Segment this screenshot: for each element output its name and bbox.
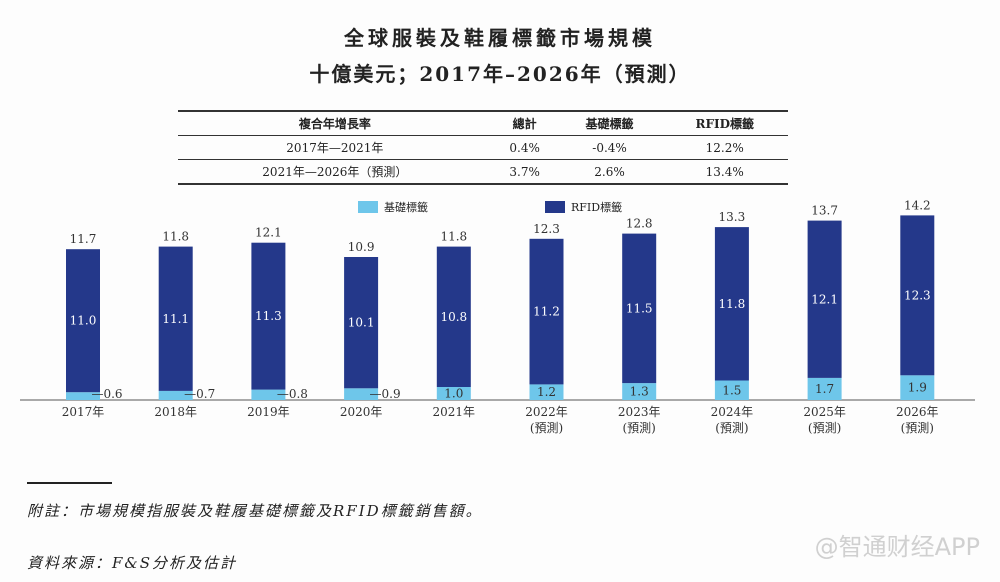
x-tick-sublabel: (預測) bbox=[530, 421, 563, 435]
rfid-value-label: 11.2 bbox=[533, 305, 560, 319]
bar-rfid bbox=[622, 233, 657, 384]
table-cell: -0.4% bbox=[592, 140, 627, 155]
table-cell: 2017年—2021年 bbox=[286, 141, 384, 155]
rfid-value-label: 12.1 bbox=[811, 292, 838, 306]
x-tick-label: 2023年 bbox=[618, 405, 661, 419]
rfid-value-label: 11.5 bbox=[626, 301, 653, 315]
bar-rfid bbox=[436, 246, 471, 387]
bar-basic bbox=[158, 390, 193, 400]
rfid-value-label: 11.0 bbox=[70, 314, 97, 328]
total-label: 12.3 bbox=[533, 222, 560, 236]
basic-value-label: 1.7 bbox=[815, 382, 834, 396]
chart-title: 全球服裝及鞋履標籤市場規模 bbox=[344, 26, 656, 50]
x-tick-label: 2025年 bbox=[803, 405, 846, 419]
x-tick-label: 2019年 bbox=[247, 405, 290, 419]
x-tick-sublabel: (預測) bbox=[901, 421, 934, 435]
footnote-divider bbox=[27, 482, 112, 484]
basic-value-label: —0.9 bbox=[370, 387, 401, 401]
table-header: RFID標籤 bbox=[695, 117, 754, 131]
table-header: 複合年增長率 bbox=[298, 117, 371, 131]
bar-rfid bbox=[807, 220, 842, 378]
cagr-table: 複合年增長率 總計 基礎標籤 RFID標籤 2017年—2021年 0.4% -… bbox=[178, 110, 788, 185]
rfid-value-label: 11.1 bbox=[162, 312, 189, 326]
x-tick-label: 2022年 bbox=[525, 405, 568, 419]
legend-swatch bbox=[545, 201, 565, 213]
total-label: 14.2 bbox=[904, 198, 931, 212]
total-label: 11.8 bbox=[162, 230, 189, 244]
basic-value-label: 1.3 bbox=[630, 385, 649, 399]
basic-value-label: —0.6 bbox=[91, 387, 122, 401]
rfid-value-label: 11.3 bbox=[255, 309, 282, 323]
table-header-row: 複合年增長率 總計 基礎標籤 RFID標籤 bbox=[178, 111, 788, 136]
bar-basic bbox=[344, 388, 379, 400]
bar-basic bbox=[622, 383, 657, 400]
bar-basic bbox=[436, 387, 471, 400]
table-header: 總計 bbox=[512, 117, 537, 131]
table-cell: 0.4% bbox=[509, 140, 540, 155]
table-cell: 2.6% bbox=[594, 164, 625, 179]
chart-subtitle: 十億美元；2017年–2026年（預測） bbox=[309, 62, 691, 86]
total-label: 12.8 bbox=[626, 217, 653, 231]
table-row: 2017年—2021年 0.4% -0.4% 12.2% bbox=[178, 136, 788, 160]
x-tick-sublabel: (預測) bbox=[623, 421, 656, 435]
legend-swatch bbox=[358, 201, 378, 213]
legend-item-basic: 基礎標籤 bbox=[358, 199, 428, 215]
legend-label: RFID標籤 bbox=[571, 201, 623, 214]
total-label: 13.7 bbox=[811, 204, 838, 218]
total-label: 13.3 bbox=[719, 210, 746, 224]
watermark: @智通财经APP bbox=[814, 533, 980, 561]
total-label: 11.8 bbox=[440, 230, 467, 244]
source-note: 資料來源：F&S分析及估計 bbox=[27, 554, 238, 572]
bar-basic bbox=[251, 389, 286, 400]
legend-item-rfid: RFID標籤 bbox=[545, 199, 622, 215]
table-cell: 12.2% bbox=[705, 140, 744, 155]
basic-value-label: 1.9 bbox=[908, 381, 927, 395]
rfid-value-label: 10.8 bbox=[440, 310, 467, 324]
basic-value-label: 1.0 bbox=[444, 387, 463, 401]
basic-value-label: —0.8 bbox=[277, 387, 308, 401]
rfid-value-label: 10.1 bbox=[348, 316, 375, 330]
x-tick-label: 2021年 bbox=[433, 405, 476, 419]
bar-rfid bbox=[714, 227, 749, 381]
x-tick-label: 2017年 bbox=[62, 405, 105, 419]
bar-basic bbox=[714, 380, 749, 400]
table-header: 基礎標籤 bbox=[585, 117, 634, 131]
x-tick-label: 2020年 bbox=[340, 405, 383, 419]
footnote: 附註：市場規模指服裝及鞋履基礎標籤及RFID標籤銷售額。 bbox=[27, 502, 483, 520]
bar-basic bbox=[66, 392, 100, 400]
x-tick-sublabel: (預測) bbox=[715, 421, 748, 435]
bar-rfid bbox=[158, 246, 193, 391]
rfid-value-label: 12.3 bbox=[904, 288, 931, 302]
bar-rfid bbox=[529, 238, 564, 385]
bar-basic bbox=[529, 384, 564, 400]
bar-rfid bbox=[66, 249, 100, 393]
x-tick-label: 2026年 bbox=[896, 405, 939, 419]
basic-value-label: —0.7 bbox=[184, 387, 215, 401]
basic-value-label: 1.5 bbox=[722, 383, 741, 397]
total-label: 12.1 bbox=[255, 226, 282, 240]
x-tick-sublabel: (預測) bbox=[808, 421, 841, 435]
x-tick-label: 2018年 bbox=[154, 405, 197, 419]
rfid-value-label: 11.8 bbox=[719, 297, 746, 311]
table-cell: 13.4% bbox=[705, 164, 744, 179]
basic-value-label: 1.2 bbox=[537, 385, 556, 399]
table-cell: 3.7% bbox=[509, 164, 540, 179]
table-cell: 2021年—2026年（預測） bbox=[262, 165, 408, 179]
bar-basic bbox=[900, 375, 935, 400]
bar-rfid bbox=[900, 215, 935, 376]
total-label: 10.9 bbox=[348, 240, 375, 254]
x-tick-label: 2024年 bbox=[711, 405, 754, 419]
table-row: 2021年—2026年（預測） 3.7% 2.6% 13.4% bbox=[178, 160, 788, 184]
total-label: 11.7 bbox=[70, 232, 97, 246]
legend-label: 基礎標籤 bbox=[384, 201, 428, 214]
bar-rfid bbox=[251, 242, 286, 390]
bar-basic bbox=[807, 377, 842, 400]
bar-rfid bbox=[344, 257, 379, 389]
